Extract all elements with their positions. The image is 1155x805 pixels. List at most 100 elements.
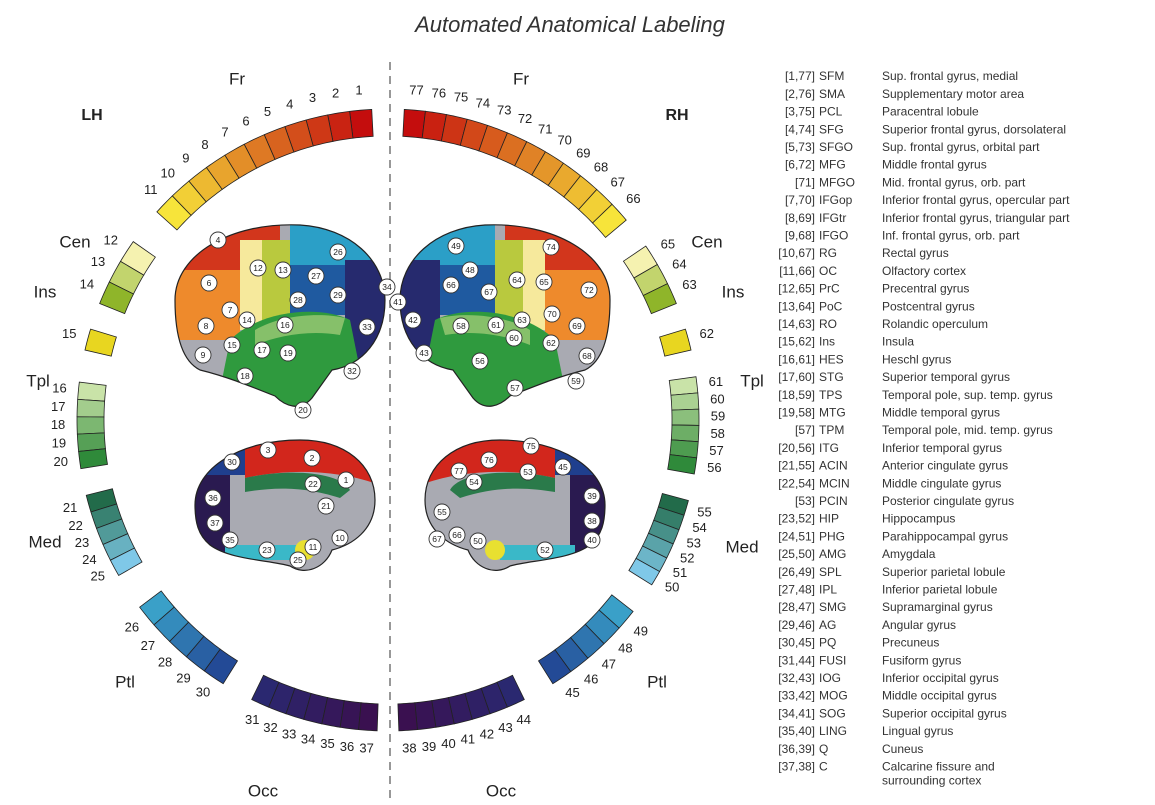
- region-label: 17: [257, 345, 267, 355]
- region-label: 8: [204, 321, 209, 331]
- region-label: 1: [344, 475, 349, 485]
- legend-name: Anterior cingulate gyrus: [882, 459, 1008, 473]
- segment-number: 48: [618, 641, 632, 656]
- segment-number: 75: [454, 90, 468, 105]
- segment-number: 18: [51, 417, 65, 432]
- legend-abbr: PCL: [819, 105, 843, 119]
- legend-abbr: STG: [819, 370, 844, 384]
- legend-name: surrounding cortex: [882, 773, 981, 787]
- legend-name: Middle temporal gyrus: [882, 405, 1000, 419]
- segment-number: 47: [602, 657, 616, 672]
- segment-number: 19: [52, 436, 66, 451]
- segment-number: 49: [634, 624, 648, 639]
- segment-number: 61: [709, 374, 723, 389]
- segment-number: 42: [480, 726, 494, 741]
- legend-name: Mid. frontal gyrus, orb. part: [882, 175, 1026, 189]
- legend-name: Rectal gyrus: [882, 246, 949, 260]
- region-label: 25: [293, 555, 303, 565]
- title: Automated Anatomical Labeling: [413, 12, 726, 37]
- group-label: Tpl: [26, 371, 50, 390]
- legend-abbr: IFGO: [819, 228, 848, 242]
- region-label: 54: [469, 477, 479, 487]
- legend-name: Superior frontal gyrus, dorsolateral: [882, 122, 1066, 136]
- legend-abbr: MTG: [819, 405, 846, 419]
- segment-number: 23: [75, 535, 89, 550]
- group-label: Cen: [691, 232, 722, 251]
- legend-code: [20,56]: [778, 441, 815, 455]
- legend-code: [17,60]: [778, 370, 815, 384]
- legend-name: Heschl gyrus: [882, 352, 951, 366]
- legend-code: [4,74]: [785, 122, 815, 136]
- legend-abbr: HIP: [819, 512, 839, 526]
- legend-name: Paracentral lobule: [882, 105, 979, 119]
- legend-code: [34,41]: [778, 706, 815, 720]
- region-label: 35: [225, 535, 235, 545]
- legend-abbr: ACIN: [819, 459, 848, 473]
- ring-segment: [359, 703, 379, 731]
- legend-name: Supramarginal gyrus: [882, 600, 993, 614]
- region-label: 10: [335, 533, 345, 543]
- legend-name: Parahippocampal gyrus: [882, 529, 1008, 543]
- group-label: Tpl: [740, 371, 764, 390]
- segment-number: 52: [680, 550, 694, 565]
- segment-number: 68: [594, 159, 608, 174]
- segment-number: 72: [518, 111, 532, 126]
- segment-number: 32: [263, 720, 277, 735]
- region-label: 70: [547, 309, 557, 319]
- legend-abbr: AMG: [819, 547, 846, 561]
- legend-name: Angular gyrus: [882, 618, 956, 632]
- legend-abbr: PoC: [819, 299, 843, 313]
- legend-code: [26,49]: [778, 565, 815, 579]
- region-label: 60: [509, 333, 519, 343]
- legend-code: [31,44]: [778, 653, 815, 667]
- region-label: 59: [571, 376, 581, 386]
- legend-abbr: C: [819, 759, 828, 773]
- segment-number: 45: [565, 685, 579, 700]
- legend-abbr: TPS: [819, 388, 842, 402]
- legend-abbr: IPL: [819, 582, 837, 596]
- region-label: 64: [512, 275, 522, 285]
- legend-name: Lingual gyrus: [882, 724, 953, 738]
- region-label: 21: [321, 501, 331, 511]
- legend-abbr: OC: [819, 264, 837, 278]
- legend-code: [6,72]: [785, 158, 815, 172]
- legend-abbr: PQ: [819, 636, 836, 650]
- legend-name: Calcarine fissure and: [882, 759, 995, 773]
- group-label: Occ: [486, 781, 517, 800]
- hemisphere-label: LH: [81, 107, 102, 124]
- segment-number: 8: [201, 137, 208, 152]
- legend-name: Inferior occipital gyrus: [882, 671, 999, 685]
- legend-abbr: LING: [819, 724, 847, 738]
- segment-number: 28: [158, 655, 172, 670]
- region-label: 56: [475, 356, 485, 366]
- segment-number: 24: [82, 552, 96, 567]
- region-label: 58: [456, 321, 466, 331]
- ring-segment: [672, 409, 699, 425]
- ring-segment: [85, 329, 116, 356]
- legend-name: Superior temporal gyrus: [882, 370, 1010, 384]
- legend-abbr: FUSI: [819, 653, 846, 667]
- legend-name: Sup. frontal gyrus, medial: [882, 69, 1018, 83]
- ring-segment: [669, 377, 698, 396]
- region-label: 6: [207, 278, 212, 288]
- legend-name: Cuneus: [882, 742, 923, 756]
- segment-number: 6: [242, 114, 249, 129]
- legend-name: Middle occipital gyrus: [882, 689, 997, 703]
- ring-segment: [350, 109, 374, 138]
- legend-name: Temporal pole, mid. temp. gyrus: [882, 423, 1053, 437]
- segment-number: 43: [498, 720, 512, 735]
- region-label: 40: [587, 535, 597, 545]
- legend-abbr: SOG: [819, 706, 846, 720]
- legend-code: [28,47]: [778, 600, 815, 614]
- legend-name: Superior parietal lobule: [882, 565, 1006, 579]
- region-label: 9: [201, 350, 206, 360]
- region-label: 77: [454, 466, 464, 476]
- legend-abbr: IOG: [819, 671, 841, 685]
- legend-abbr: SFM: [819, 69, 844, 83]
- page: Automated Anatomical Labeling LH RH 1234…: [0, 0, 1155, 805]
- legend-abbr: Q: [819, 742, 828, 756]
- region-label: 69: [572, 321, 582, 331]
- segment-number: 1: [355, 83, 362, 98]
- legend-code: [36,39]: [778, 742, 815, 756]
- legend-code: [18,59]: [778, 388, 815, 402]
